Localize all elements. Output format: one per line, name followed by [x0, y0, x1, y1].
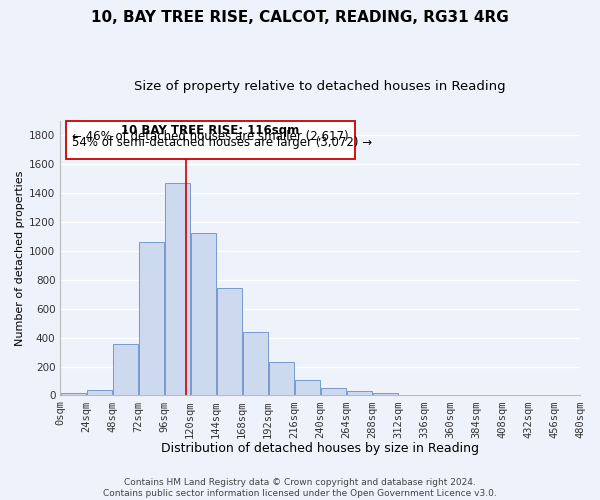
- Text: ← 46% of detached houses are smaller (2,617): ← 46% of detached houses are smaller (2,…: [72, 130, 349, 143]
- Text: 10 BAY TREE RISE: 116sqm: 10 BAY TREE RISE: 116sqm: [121, 124, 299, 138]
- Bar: [86, 390, 112, 396]
- Bar: [139, 242, 164, 396]
- Bar: [269, 362, 294, 396]
- Bar: [320, 388, 346, 396]
- X-axis label: Distribution of detached houses by size in Reading: Distribution of detached houses by size …: [161, 442, 479, 455]
- Bar: [164, 183, 190, 396]
- Text: Contains HM Land Registry data © Crown copyright and database right 2024.
Contai: Contains HM Land Registry data © Crown c…: [103, 478, 497, 498]
- Text: 54% of semi-detached houses are larger (3,072) →: 54% of semi-detached houses are larger (…: [72, 136, 373, 148]
- Bar: [295, 380, 320, 396]
- Bar: [61, 394, 86, 396]
- Title: Size of property relative to detached houses in Reading: Size of property relative to detached ho…: [134, 80, 506, 93]
- Bar: [242, 332, 268, 396]
- Bar: [113, 344, 138, 396]
- Bar: [191, 234, 216, 396]
- Text: 10, BAY TREE RISE, CALCOT, READING, RG31 4RG: 10, BAY TREE RISE, CALCOT, READING, RG31…: [91, 10, 509, 25]
- Bar: [373, 392, 398, 396]
- FancyBboxPatch shape: [65, 122, 355, 159]
- Bar: [347, 391, 371, 396]
- Y-axis label: Number of detached properties: Number of detached properties: [15, 170, 25, 346]
- Bar: [217, 288, 242, 396]
